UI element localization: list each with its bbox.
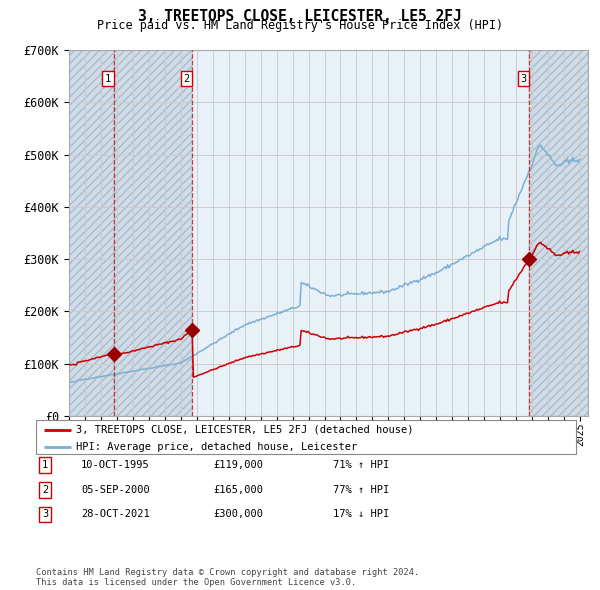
Text: £165,000: £165,000 bbox=[213, 485, 263, 494]
Bar bbox=[529, 50, 588, 416]
Bar bbox=[113, 50, 192, 416]
Text: Contains HM Land Registry data © Crown copyright and database right 2024.
This d: Contains HM Land Registry data © Crown c… bbox=[36, 568, 419, 587]
Text: 71% ↑ HPI: 71% ↑ HPI bbox=[333, 460, 389, 470]
Text: 2: 2 bbox=[184, 74, 190, 84]
Text: £300,000: £300,000 bbox=[213, 510, 263, 519]
Bar bbox=[69, 50, 113, 416]
Text: 28-OCT-2021: 28-OCT-2021 bbox=[81, 510, 150, 519]
Text: £119,000: £119,000 bbox=[213, 460, 263, 470]
Bar bbox=[69, 50, 113, 416]
Text: 3, TREETOPS CLOSE, LEICESTER, LE5 2FJ: 3, TREETOPS CLOSE, LEICESTER, LE5 2FJ bbox=[138, 9, 462, 24]
FancyBboxPatch shape bbox=[36, 420, 576, 454]
Text: 10-OCT-1995: 10-OCT-1995 bbox=[81, 460, 150, 470]
Text: 77% ↑ HPI: 77% ↑ HPI bbox=[333, 485, 389, 494]
Text: 17% ↓ HPI: 17% ↓ HPI bbox=[333, 510, 389, 519]
Text: 3: 3 bbox=[42, 510, 48, 519]
Text: 3, TREETOPS CLOSE, LEICESTER, LE5 2FJ (detached house): 3, TREETOPS CLOSE, LEICESTER, LE5 2FJ (d… bbox=[77, 425, 414, 435]
Text: 3: 3 bbox=[520, 74, 526, 84]
Bar bbox=[113, 50, 192, 416]
Bar bbox=[529, 50, 588, 416]
Text: 05-SEP-2000: 05-SEP-2000 bbox=[81, 485, 150, 494]
Text: HPI: Average price, detached house, Leicester: HPI: Average price, detached house, Leic… bbox=[77, 442, 358, 452]
Text: 1: 1 bbox=[105, 74, 111, 84]
Text: 1: 1 bbox=[42, 460, 48, 470]
Text: 2: 2 bbox=[42, 485, 48, 494]
Text: Price paid vs. HM Land Registry's House Price Index (HPI): Price paid vs. HM Land Registry's House … bbox=[97, 19, 503, 32]
